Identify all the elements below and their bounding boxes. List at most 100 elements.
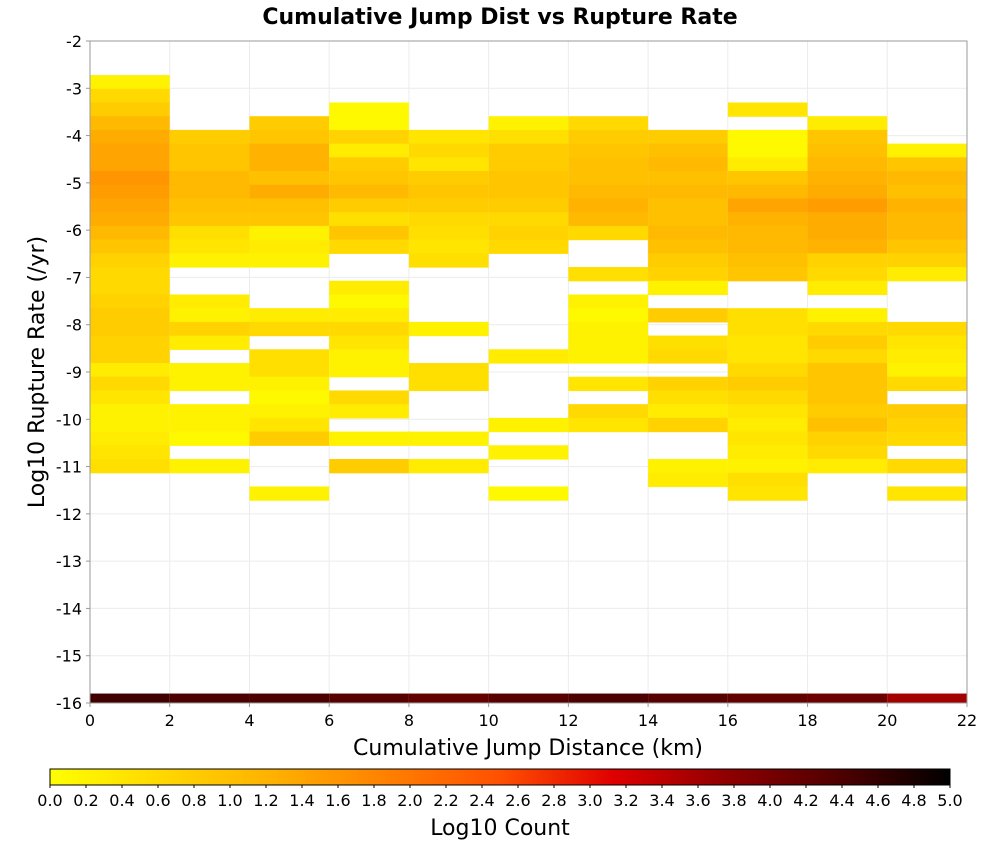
heatmap-cell [648,253,728,268]
heatmap-cell [329,459,409,474]
heatmap-cell [488,445,569,460]
heatmap-cell [887,486,967,501]
heatmap-cell [648,239,728,254]
heatmap-cell [568,171,649,186]
heatmap-cell [887,417,967,433]
heatmap-cell [568,157,649,172]
heatmap-cell [90,157,170,172]
heatmap-cell [90,225,170,241]
heatmap-cell [169,363,250,378]
heatmap-cell [807,184,888,200]
colorbar-tick-label: 1.0 [217,791,242,810]
colorbar-tick-label: 4.6 [865,791,890,810]
heatmap-cell [807,363,888,378]
heatmap-cell [90,431,170,446]
heatmap-cell [727,239,808,254]
colorbar-tick-label: 2.8 [541,791,566,810]
heatmap-cell [727,321,808,337]
heatmap-cell [329,390,409,405]
heatmap-cell [169,431,250,446]
heatmap-cell [807,431,888,446]
heatmap-cell [169,294,250,309]
heatmap-cell [568,404,649,419]
heatmap-cell [249,308,330,323]
heatmap-cell [90,253,170,268]
heatmap-cell-bottom [329,693,409,703]
y-tick-label: -7 [66,268,82,287]
heatmap-cell [648,267,728,282]
colorbar-tick-label: 0.8 [181,791,206,810]
heatmap-cell [90,445,170,460]
y-axis-label: Log10 Rupture Rate (/yr) [25,236,50,508]
heatmap-cell [727,431,808,446]
heatmap-cell [329,157,409,172]
heatmap-cell [727,486,808,501]
heatmap-cell [488,129,569,145]
heatmap-cell [727,472,808,488]
heatmap-cell [90,102,170,117]
colorbar-ticks: 0.0 0.2 0.4 0.6 0.8 1.0 1.2 1.4 1.6 1.8 2.0 2.2 2.4 2… [37,785,963,810]
heatmap-cell [488,157,569,172]
y-tick-label: -6 [66,221,82,240]
heatmap-cell [807,171,888,186]
heatmap-cell [329,184,409,200]
heatmap-cell [249,486,330,501]
heatmap-cell [90,294,170,309]
heatmap-cell [488,417,569,433]
heatmap-cell [488,212,569,227]
heatmap-cell [408,212,489,227]
heatmap-cell [249,363,330,378]
heatmap-cell [887,212,967,227]
heatmap-cell [90,376,170,392]
heatmap-cell [648,335,728,350]
heatmap-cell [249,376,330,392]
heatmap-cell [249,129,330,145]
y-tick-label: -13 [56,552,82,571]
heatmap-cell [807,239,888,254]
heatmap-cell [329,102,409,117]
heatmap-cell [169,225,250,241]
heatmap-cell [249,225,330,241]
heatmap-cell [90,143,170,158]
heatmap-cell [568,417,649,433]
heatmap-cell [727,157,808,172]
x-tick-label: 18 [797,711,817,730]
heatmap-cell [648,225,728,241]
heatmap-cell [568,212,649,227]
heatmap-cell [90,88,170,104]
heatmap-cell-bottom [727,693,808,703]
heatmap-cell [169,253,250,268]
heatmap-cell [887,349,967,364]
heatmap-cell [807,225,888,241]
colorbar-tick-label: 1.4 [289,791,314,810]
heatmap-cell [648,472,728,488]
heatmap-cell-bottom [887,693,967,703]
heatmap-cell [807,212,888,227]
y-tick-label: -9 [66,363,82,382]
y-tick-label: -5 [66,174,82,193]
heatmap-cell [727,417,808,433]
heatmap-cell [408,321,489,337]
heatmap-cell [648,404,728,419]
y-tick-label: -2 [66,32,82,51]
heatmap-cell [568,198,649,213]
heatmap-cell [887,431,967,446]
colorbar-tick-label: 3.8 [721,791,746,810]
heatmap-cell [568,308,649,323]
heatmap-cell [249,239,330,254]
heatmap-cells [90,75,967,703]
x-tick-label: 22 [957,711,977,730]
heatmap-cell [887,363,967,378]
heatmap-cell [648,308,728,323]
heatmap-cell [568,335,649,350]
heatmap-cell [329,225,409,241]
heatmap-cell [887,239,967,254]
heatmap-cell [169,184,250,200]
heatmap-cell [727,184,808,200]
heatmap-cell [727,349,808,364]
heatmap-cell [408,459,489,474]
heatmap-cell [887,184,967,200]
heatmap-cell [887,157,967,172]
colorbar-tick-label: 3.0 [577,791,602,810]
x-tick-label: 12 [558,711,578,730]
